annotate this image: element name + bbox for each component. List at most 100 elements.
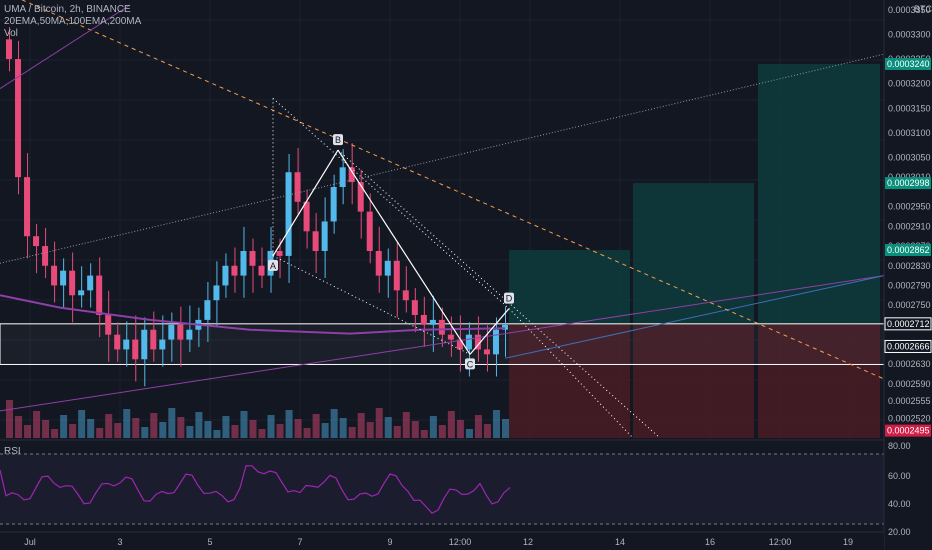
pattern-point-label: D (506, 294, 513, 304)
price-tick-label: 0.0003300 (888, 29, 931, 39)
candle-body (285, 172, 292, 256)
rsi-tick-label: 60.00 (888, 471, 911, 481)
candle-body (276, 250, 283, 256)
volume-bar (501, 419, 509, 438)
candle-body (501, 324, 508, 330)
volume-legend[interactable]: Vol (4, 28, 18, 39)
volume-bar (33, 411, 41, 438)
price-tag[interactable]: 0.0003240 (885, 57, 931, 70)
candle-body (339, 167, 346, 188)
pattern-point-b[interactable]: B (333, 134, 343, 146)
candle-body (42, 246, 49, 266)
volume-bar (123, 409, 131, 438)
pattern-point-label: C (467, 359, 474, 369)
candle-body (6, 39, 13, 60)
candle-body (483, 349, 490, 355)
volume-bar (348, 427, 356, 438)
volume-bar (393, 426, 401, 438)
volume-bar (87, 419, 95, 438)
candle-body (375, 250, 382, 276)
time-axis[interactable]: Jul 3 5 7 9 12:00 12 14 16 12:00 19 (0, 531, 884, 550)
volume-bar (114, 423, 122, 438)
volume-bar (6, 400, 14, 438)
price-tick-label: 0.0002555 (888, 396, 931, 406)
volume-bar (186, 426, 194, 438)
price-tag[interactable]: 0.0002862 (885, 244, 931, 257)
rsi-legend[interactable]: RSI (4, 446, 21, 457)
candle-body (357, 182, 364, 212)
price-tag-label: 0.0002495 (887, 426, 930, 436)
price-tag-box (885, 177, 931, 190)
rsi-tick-label: 20.00 (888, 527, 911, 537)
price-tag[interactable]: 0.0002712 (884, 317, 932, 331)
candle-body (123, 339, 130, 350)
candle-body (411, 300, 418, 315)
volume-bar (69, 424, 77, 438)
pattern-leg-BC[interactable] (337, 149, 471, 355)
rsi-tick-label: 40.00 (888, 499, 911, 509)
price-tag-box (885, 57, 931, 70)
pattern-leg-AB[interactable] (272, 149, 339, 257)
rsi-background (0, 440, 884, 530)
price-tag-box (885, 244, 931, 257)
candle-body (51, 265, 58, 286)
price-tag[interactable]: 0.0002495 (885, 424, 931, 437)
candle-body (438, 319, 445, 335)
volume-bar (276, 424, 284, 438)
price-tick-label: 0.0003350 (888, 5, 931, 15)
volume-bars (6, 400, 509, 438)
symbol-legend[interactable]: UMA / Bitcoin, 2h, BINANCE (4, 4, 131, 15)
time-tick-label: 7 (297, 537, 302, 547)
candle-body (150, 329, 157, 350)
volume-bar (204, 421, 212, 438)
price-axis[interactable]: 0.00033500.00033000.00032500.00032000.00… (883, 0, 932, 550)
lower-channel-line[interactable] (0, 275, 885, 412)
loss-zone-3 (758, 323, 880, 438)
indicators-legend[interactable]: 20EMA,50MA,100EMA,200MA (4, 16, 142, 27)
volume-bar (159, 422, 167, 438)
candle-body (321, 221, 328, 251)
price-axis-bg (884, 0, 932, 550)
price-tick-label: 0.0002630 (888, 359, 931, 369)
purple-upper-line[interactable] (0, 4, 131, 90)
candle-body (78, 290, 85, 296)
blue-trend-line[interactable] (504, 275, 885, 359)
volume-bar (330, 409, 338, 438)
loss-zone-2 (633, 323, 754, 438)
volume-bar (267, 415, 275, 438)
volume-bar (312, 414, 320, 438)
fib-descending-line[interactable] (0, 0, 885, 380)
price-tag-label: 0.0002712 (887, 319, 930, 329)
pattern-point-d[interactable]: D (504, 292, 514, 304)
price-tag-box (885, 424, 931, 437)
volume-bar (420, 430, 428, 438)
pattern-point-c[interactable]: C (465, 358, 475, 370)
pattern-leg-CD[interactable] (469, 308, 510, 355)
candle-body (69, 270, 76, 296)
candle-body (312, 231, 319, 251)
candle-body (447, 334, 454, 340)
price-tag[interactable]: 0.0002666 (884, 339, 932, 353)
loss-zone-1 (509, 323, 630, 438)
trade-zones (0, 63, 885, 438)
candle-body (168, 324, 175, 340)
profit-zone-1 (509, 250, 630, 324)
price-tick-label: 0.0002520 (888, 413, 931, 423)
volume-bar (456, 420, 464, 438)
time-axis-bg (0, 532, 884, 550)
candle-body (87, 275, 94, 291)
pattern-point-badge (504, 292, 514, 304)
candle-body (393, 260, 400, 291)
price-tag[interactable]: 0.0002998 (885, 177, 931, 190)
volume-bar (483, 424, 491, 438)
volume-bar (222, 416, 230, 438)
rsi-tick-label: 80.00 (888, 441, 911, 451)
volume-bar (51, 429, 59, 438)
harmonic-pattern[interactable]: A B C D (268, 98, 661, 439)
volume-bar (96, 428, 104, 438)
candle-body (402, 290, 409, 301)
price-tick-label: 0.0003100 (888, 128, 931, 138)
pattern-point-a[interactable]: A (268, 259, 278, 271)
price-tick-label: 0.0003050 (888, 152, 931, 162)
